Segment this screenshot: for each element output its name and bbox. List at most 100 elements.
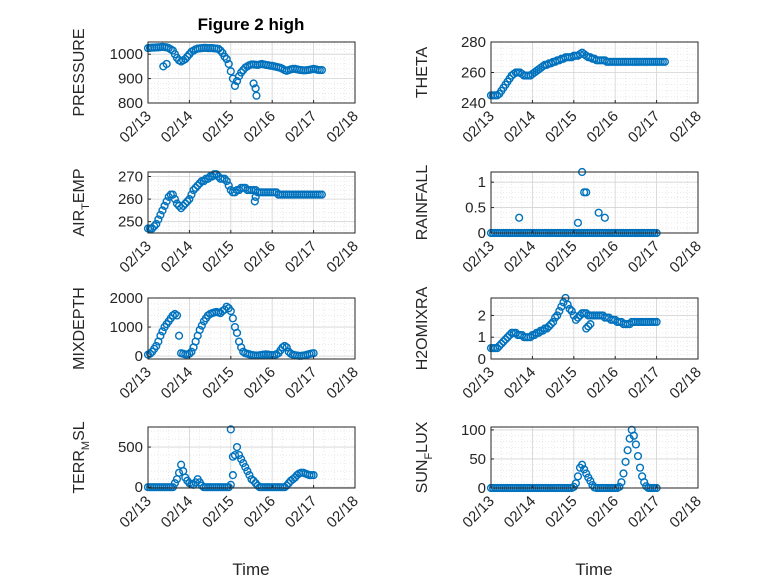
data-point xyxy=(600,213,609,222)
data-point xyxy=(493,91,502,100)
data-point xyxy=(172,311,182,320)
data-point xyxy=(226,306,235,316)
y-tick-label: 260 xyxy=(118,191,143,208)
data-point xyxy=(170,479,180,488)
data-point xyxy=(495,341,504,351)
data-point xyxy=(222,302,231,311)
data-point xyxy=(191,183,200,192)
data-point xyxy=(245,471,254,480)
data-point xyxy=(232,328,242,337)
data-point xyxy=(162,59,171,69)
y-tick-label: 2 xyxy=(478,307,486,324)
y-tick-label: 500 xyxy=(118,439,143,456)
data-point xyxy=(195,179,204,188)
data-point xyxy=(582,188,591,197)
data-point xyxy=(542,324,551,333)
data-point xyxy=(232,76,242,86)
data-point xyxy=(228,452,237,461)
data-point xyxy=(526,333,535,342)
data-point xyxy=(573,218,583,227)
data-point xyxy=(181,199,190,208)
y-axis-label: H2OMIXRA xyxy=(414,286,431,370)
x-axis-label-left: Time xyxy=(232,560,269,579)
data-point xyxy=(582,469,591,478)
data-point xyxy=(158,327,167,336)
data-point xyxy=(586,320,595,329)
data-point xyxy=(228,471,237,480)
data-point xyxy=(629,431,638,440)
data-point xyxy=(497,339,506,348)
data-point xyxy=(538,62,547,71)
data-point xyxy=(193,181,202,190)
y-tick-label: 0 xyxy=(478,225,486,242)
y-axis-label: THETA xyxy=(414,47,431,99)
data-point xyxy=(586,476,595,486)
data-point xyxy=(168,311,177,320)
data-point xyxy=(580,465,589,474)
data-point xyxy=(199,176,208,186)
data-point xyxy=(586,53,595,62)
data-point xyxy=(214,44,223,53)
data-point xyxy=(148,224,157,233)
y-axis-label: AIRTEMP xyxy=(71,168,92,236)
data-point xyxy=(546,320,556,329)
data-point xyxy=(515,213,524,222)
x-axis-label-right: Time xyxy=(575,560,612,579)
data-point xyxy=(563,300,572,309)
data-point xyxy=(617,478,626,487)
y-axis-label: RAINFALL xyxy=(414,165,431,241)
data-point xyxy=(249,476,258,485)
y-tick-label: 1000 xyxy=(110,319,143,336)
figure-title: Figure 2 high xyxy=(198,15,305,34)
data-point xyxy=(185,195,194,204)
data-point xyxy=(633,451,643,461)
data-point xyxy=(228,314,237,323)
data-point xyxy=(493,344,502,353)
data-point xyxy=(250,197,259,206)
data-point xyxy=(317,65,326,75)
data-point xyxy=(565,304,574,313)
data-point xyxy=(573,472,583,481)
data-point xyxy=(203,174,213,183)
data-point xyxy=(174,331,184,340)
y-axis-label: TERRMSL xyxy=(71,421,92,493)
data-point xyxy=(282,481,291,490)
data-point xyxy=(230,450,240,460)
data-point xyxy=(546,59,556,68)
data-point xyxy=(162,197,171,206)
y-tick-label: 1 xyxy=(478,174,486,191)
data-point xyxy=(621,457,630,466)
data-point xyxy=(187,190,196,199)
data-point xyxy=(555,56,564,65)
data-point xyxy=(156,331,165,340)
y-tick-label: 2000 xyxy=(110,290,143,307)
data-point xyxy=(582,51,591,60)
data-point xyxy=(197,321,206,330)
data-point xyxy=(156,210,165,220)
data-point xyxy=(170,195,180,204)
data-point xyxy=(220,174,229,183)
data-point xyxy=(534,328,543,337)
data-point xyxy=(640,478,649,487)
data-point xyxy=(317,190,326,199)
data-point xyxy=(189,185,198,195)
data-point xyxy=(280,341,289,351)
axes-box xyxy=(490,297,699,360)
data-point xyxy=(187,347,196,356)
y-tick-label: 0 xyxy=(135,479,143,496)
y-tick-label: 1000 xyxy=(110,46,143,63)
data-point xyxy=(226,425,235,434)
data-point xyxy=(222,176,231,186)
data-point xyxy=(551,57,560,66)
data-point xyxy=(594,208,603,217)
data-point xyxy=(631,440,641,449)
y-tick-label: 800 xyxy=(118,95,143,112)
data-point xyxy=(573,313,583,322)
data-point xyxy=(224,59,233,69)
data-point xyxy=(220,52,229,61)
data-point xyxy=(530,330,539,340)
data-point xyxy=(615,482,624,491)
data-point xyxy=(538,326,547,335)
data-point xyxy=(652,317,661,327)
